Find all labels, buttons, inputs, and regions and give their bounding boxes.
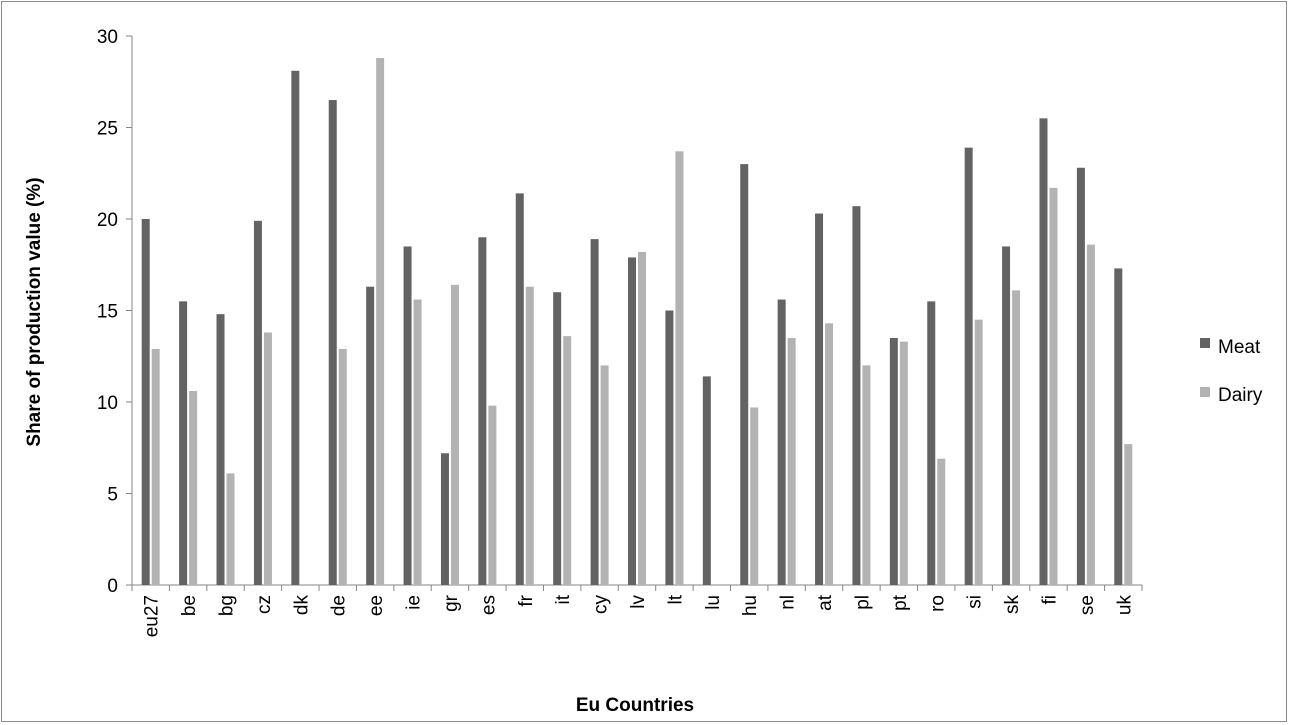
bar-meat-at <box>815 213 824 585</box>
x-category-label: cy <box>591 595 612 615</box>
bar-dairy-gr <box>450 284 459 585</box>
bar-dairy-pl <box>862 365 871 585</box>
bar-meat-fr <box>515 193 524 585</box>
x-category-label: sk <box>1002 595 1023 615</box>
bar-meat-ie <box>403 246 412 585</box>
bar-dairy-nl <box>787 337 796 585</box>
bar-dairy-eu27 <box>151 348 160 585</box>
bar-dairy-it <box>563 336 572 585</box>
bar-meat-pl <box>852 206 861 585</box>
bar-dairy-de <box>338 348 347 585</box>
x-category-label: ie <box>404 595 425 610</box>
x-category-label: eu27 <box>142 595 163 637</box>
bar-meat-lu <box>702 376 711 585</box>
bar-meat-lt <box>665 310 674 585</box>
bar-meat-sk <box>1002 246 1011 585</box>
bar-meat-se <box>1076 167 1085 585</box>
x-category-label: dk <box>291 595 312 616</box>
legend-label-dairy: Dairy <box>1218 385 1263 406</box>
bar-dairy-se <box>1086 244 1095 585</box>
bar-dairy-fr <box>525 286 534 585</box>
bar-meat-fi <box>1039 118 1048 585</box>
x-category-label: nl <box>778 595 799 610</box>
bar-meat-es <box>478 237 487 586</box>
x-category-label: pt <box>890 594 911 611</box>
bar-dairy-uk <box>1124 444 1133 585</box>
bar-dairy-bg <box>226 473 235 585</box>
x-category-label: cz <box>254 595 275 614</box>
bar-meat-cy <box>590 239 599 585</box>
x-axis: eu27 be bg cz dk de ee ie gr es fr it cy lv lt lu hu nl at… <box>131 584 1143 637</box>
bar-meat-be <box>179 301 188 585</box>
bar-meat-eu27 <box>141 219 150 585</box>
bar-meat-ro <box>927 301 936 585</box>
x-category-label: se <box>1077 595 1098 615</box>
y-tick-label: 20 <box>97 210 118 231</box>
bar-meat-lv <box>628 257 636 585</box>
x-category-label: uk <box>1114 595 1135 616</box>
y-tick-label: 0 <box>107 576 118 597</box>
x-category-label: pl <box>852 595 873 610</box>
bars-group <box>141 57 1133 586</box>
y-tick-label: 30 <box>97 27 118 48</box>
y-axis-title: Share of production value (%) <box>24 177 45 446</box>
bar-dairy-lt <box>675 151 684 586</box>
x-category-label: hu <box>740 595 761 616</box>
bar-meat-it <box>553 292 562 585</box>
x-axis-title: Eu Countries <box>576 695 694 716</box>
x-category-label: fi <box>1039 595 1060 605</box>
bar-meat-uk <box>1114 268 1123 585</box>
legend: Meat Dairy <box>1200 337 1263 406</box>
x-category-label: ro <box>927 595 948 612</box>
x-category-label: lu <box>703 595 724 610</box>
x-category-label: it <box>553 594 574 604</box>
bar-dairy-ie <box>413 299 422 585</box>
x-category-label: lv <box>628 595 649 609</box>
x-category-label: es <box>478 595 499 615</box>
y-tick-label: 25 <box>97 119 118 140</box>
bar-meat-ee <box>366 286 375 585</box>
x-category-label: fr <box>516 594 537 606</box>
bar-dairy-ee <box>376 57 385 585</box>
bar-meat-cz <box>253 220 262 585</box>
y-axis: 0 5 10 15 20 25 30 <box>97 27 133 597</box>
bar-meat-gr <box>440 453 449 585</box>
bar-dairy-cy <box>600 365 609 585</box>
bar-meat-si <box>964 147 973 585</box>
x-category-label: de <box>329 595 350 616</box>
bar-dairy-cz <box>263 332 272 585</box>
x-category-label: at <box>815 594 836 611</box>
x-category-label: si <box>965 595 986 609</box>
x-category-label: ee <box>366 595 387 616</box>
bar-meat-de <box>328 100 337 586</box>
bar-dairy-si <box>974 319 983 585</box>
y-tick-label: 15 <box>97 302 118 323</box>
x-category-label: gr <box>441 594 462 612</box>
legend-swatch-dairy <box>1200 387 1210 397</box>
legend-swatch-meat <box>1200 338 1210 348</box>
x-category-label: bg <box>217 595 238 616</box>
bar-dairy-lv <box>638 251 646 585</box>
x-category-label: be <box>179 595 200 616</box>
bar-dairy-fi <box>1049 187 1058 585</box>
legend-label-meat: Meat <box>1218 337 1261 358</box>
bar-dairy-es <box>488 405 497 585</box>
x-category-label: lt <box>665 594 686 604</box>
bar-meat-pt <box>889 337 898 585</box>
bar-dairy-hu <box>750 407 759 585</box>
bar-meat-dk <box>291 70 300 585</box>
bar-meat-nl <box>777 299 786 585</box>
bar-dairy-at <box>825 323 834 585</box>
bar-dairy-ro <box>937 458 946 585</box>
y-tick-label: 10 <box>97 393 118 414</box>
bar-meat-hu <box>740 164 749 585</box>
bar-dairy-sk <box>1012 290 1021 585</box>
bar-meat-bg <box>216 314 225 585</box>
bar-dairy-pt <box>899 341 908 585</box>
y-tick-label: 5 <box>107 485 118 506</box>
bar-dairy-be <box>189 391 198 585</box>
